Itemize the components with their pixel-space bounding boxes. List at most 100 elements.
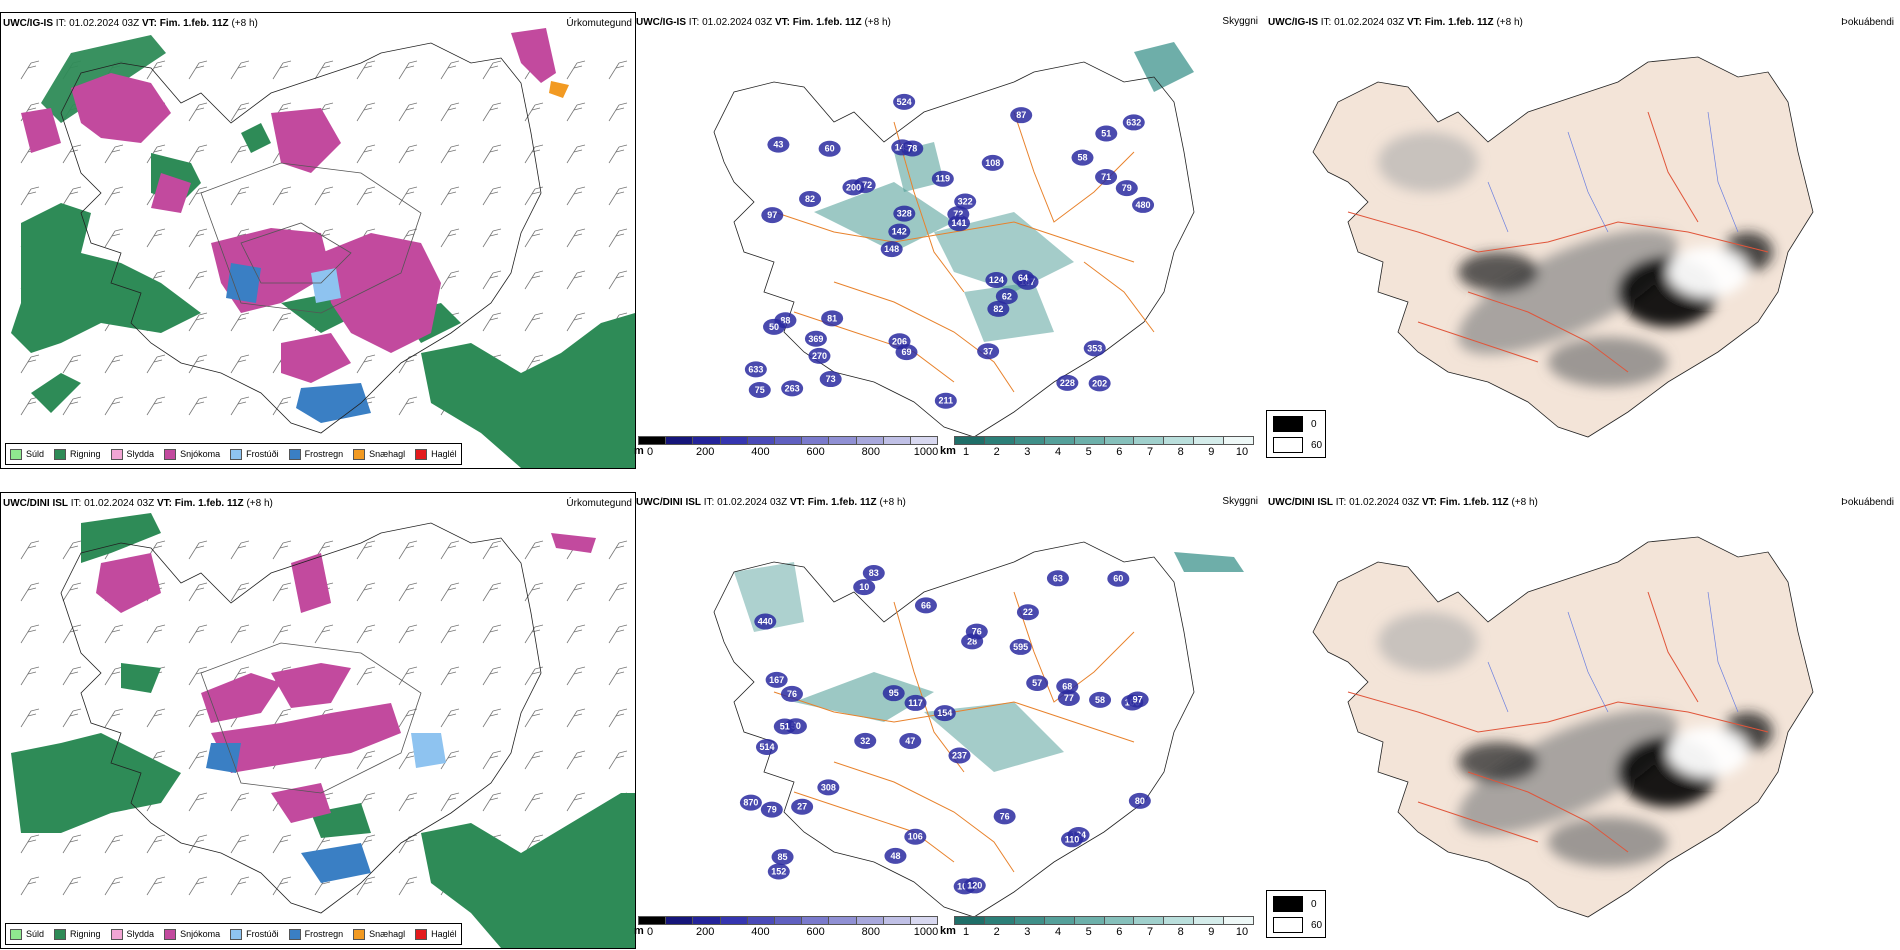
vt-value: Fim. 1.feb. 11Z: [1439, 497, 1509, 508]
wind-barb: [104, 834, 124, 854]
ceiling-label: 472: [857, 180, 872, 190]
wind-barb: [566, 582, 586, 602]
wind-barb: [104, 666, 124, 686]
colorbar-cell: [719, 916, 747, 925]
ceiling-blob: [804, 330, 827, 347]
ceiling-label: 211: [939, 396, 954, 406]
colorbar-cell: [1043, 436, 1074, 445]
vt-label: VT:: [1421, 497, 1437, 508]
legend-label: Snæhagl: [369, 449, 406, 459]
legend-label: Rigning: [70, 929, 101, 939]
it-label: IT:: [703, 497, 715, 508]
ceiling-blob: [771, 848, 794, 865]
model-name: UWC/IG-IS: [1268, 17, 1318, 28]
legend-label: Slydda: [126, 929, 155, 939]
wind-barb: [188, 582, 208, 602]
ceiling-label: 27: [797, 802, 807, 812]
wind-barb: [146, 228, 166, 248]
colorbar-cell: [638, 436, 666, 445]
colorbar-cell: [1073, 916, 1104, 925]
ice-pellets-area: [549, 81, 569, 98]
wind-barb: [62, 144, 82, 164]
legend-item: Súld: [10, 928, 44, 940]
precip-legend-bottom: Súld Rigning Slydda Snjókoma Frostúði Frostre…: [5, 923, 462, 945]
wind-barb: [608, 228, 628, 248]
legend-item: Súld: [10, 448, 45, 460]
fog-legend-high: 0: [1311, 418, 1317, 430]
precip-type-map-bottom: [11, 513, 635, 948]
ceiling-labels: 2029751148108263145119884726332707832218…: [744, 93, 1155, 409]
wind-barb: [440, 708, 460, 728]
wind-barb: [440, 144, 460, 164]
wind-barb: [272, 834, 292, 854]
wind-barb: [62, 876, 82, 896]
ceiling-blob: [1057, 690, 1080, 707]
ceiling-blob: [1088, 375, 1111, 392]
colorbar-tick: 800: [861, 926, 880, 938]
ceiling-label: 50: [769, 322, 779, 332]
wind-barb: [356, 624, 376, 644]
colorbar-tick: 1: [962, 926, 970, 938]
wind-barb: [188, 834, 208, 854]
it-label: IT:: [70, 498, 82, 509]
snow-area: [281, 333, 351, 383]
model-name: UWC/DINI ISL: [636, 497, 701, 508]
model-name: UWC/DINI ISL: [3, 498, 68, 509]
ceiling-label: 69: [901, 347, 911, 357]
visibility-unit-bottom: km: [940, 925, 956, 937]
wind-barb: [398, 540, 418, 560]
precip-areas: [11, 513, 635, 948]
freezing-drizzle-area: [411, 733, 446, 768]
legend-swatch: [230, 928, 243, 940]
ceiling-blob: [995, 288, 1018, 305]
snow-area: [511, 28, 556, 83]
ceiling-blob: [1010, 107, 1033, 124]
wind-barb: [440, 102, 460, 122]
wind-barb: [188, 102, 208, 122]
precip-right-title-top: Úrkomutegund: [566, 18, 632, 29]
legend-item: Frostregn: [288, 448, 343, 460]
wind-barb: [524, 708, 544, 728]
wind-barb: [482, 666, 502, 686]
colorbar-tick: 5: [1085, 446, 1092, 458]
colorbar-tick: 400: [751, 926, 770, 938]
ceiling-label: 10: [859, 582, 869, 592]
wind-barb: [524, 540, 544, 560]
model-name: UWC/IG-IS: [636, 17, 686, 28]
colorbar-cell: [909, 916, 939, 925]
wind-barb: [356, 144, 376, 164]
fog-panel-bottom: UWC/DINI ISL IT: 01.02.2024 03Z VT: Fim.…: [1268, 492, 1900, 947]
colorbar-cell: [1163, 916, 1194, 925]
ceiling-blob: [781, 380, 804, 397]
legend-label: Súld: [26, 449, 45, 459]
ceiling-blob: [773, 718, 796, 735]
fog-map-bottom: [1312, 536, 1814, 918]
wind-barb: [566, 186, 586, 206]
ceiling-label: 633: [748, 364, 763, 374]
wind-barb: [398, 582, 418, 602]
wind-barb: [62, 708, 82, 728]
freezing-rain-area: [296, 383, 371, 423]
wind-barb: [230, 792, 250, 812]
wind-barb: [272, 396, 292, 416]
fog-title-top: UWC/IG-IS IT: 01.02.2024 03Z VT: Fim. 1.…: [1268, 17, 1523, 28]
wind-barb: [188, 792, 208, 812]
wind-barb: [20, 708, 40, 728]
vt-label: VT:: [156, 498, 172, 509]
wind-barb: [356, 60, 376, 80]
ceiling-label: 78: [907, 144, 917, 154]
legend-swatch: [10, 928, 22, 940]
legend-swatch: [288, 928, 301, 940]
coastline-roads: [713, 61, 1195, 438]
rain-area: [11, 203, 201, 353]
wind-barb: [188, 270, 208, 290]
wind-barb: [440, 186, 460, 206]
wind-barb: [230, 396, 250, 416]
wind-barb: [272, 540, 292, 560]
it-value: 01.02.2024 03Z: [84, 498, 155, 509]
colorbar-tick: 9: [1208, 446, 1215, 458]
rain-area: [11, 733, 181, 833]
ceiling-label: 124: [989, 275, 1004, 285]
colorbar-cell: [1043, 916, 1074, 925]
wind-barb: [62, 396, 82, 416]
